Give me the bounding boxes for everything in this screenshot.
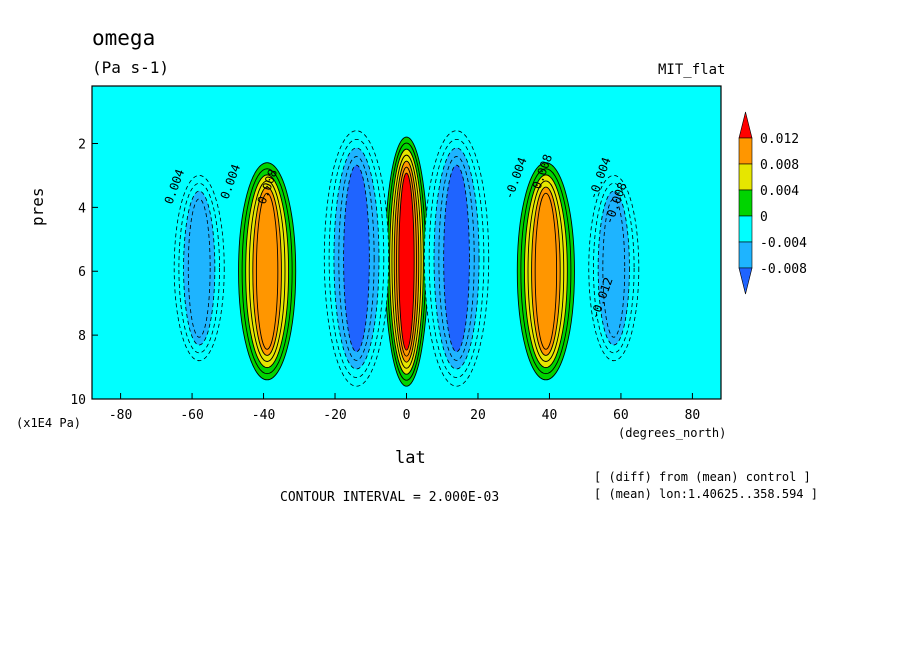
contour-feature-2-level-6 bbox=[534, 192, 558, 350]
contour-feature-5-level-4 bbox=[187, 198, 211, 338]
x-tick-label: 40 bbox=[542, 408, 558, 423]
x-axis-label: lat bbox=[395, 448, 426, 468]
colorbar-label: 0.004 bbox=[760, 184, 799, 199]
colorbar-label: -0.008 bbox=[760, 262, 807, 277]
diff-note: [ (diff) from (mean) control ] bbox=[594, 470, 811, 484]
colorbar-label: 0.008 bbox=[760, 158, 799, 173]
y-tick-label: 8 bbox=[78, 329, 86, 344]
contour-feature-4-level-5 bbox=[443, 164, 470, 353]
contour-field bbox=[92, 86, 721, 399]
contour-feature-0-level-7 bbox=[398, 172, 415, 351]
chart-title: omega bbox=[92, 26, 156, 50]
colorbar-segment bbox=[738, 189, 753, 217]
colorbar-label: 0.012 bbox=[760, 132, 799, 147]
x-tick-label: 80 bbox=[685, 408, 701, 423]
y-tick-label: 4 bbox=[78, 201, 86, 216]
colorbar: 0.012 0.008 0.004 0 -0.004 -0.008 bbox=[738, 111, 807, 295]
colorbar-segment bbox=[738, 215, 753, 243]
x-tick-label: -80 bbox=[109, 408, 132, 423]
contour-feature-3-level-5 bbox=[343, 164, 370, 353]
contour-interval: CONTOUR INTERVAL = 2.000E-03 bbox=[280, 490, 500, 505]
colorbar-bottom-arrow bbox=[738, 267, 753, 295]
colorbar-segment bbox=[738, 241, 753, 269]
colorbar-segment bbox=[738, 137, 753, 165]
x-tick-label: -40 bbox=[252, 408, 275, 423]
x-tick-label: 0 bbox=[403, 408, 411, 423]
y-tick-label: 2 bbox=[78, 137, 86, 152]
colorbar-label: -0.004 bbox=[760, 236, 807, 251]
y-tick-label: 10 bbox=[70, 393, 86, 408]
x-tick-label: 60 bbox=[613, 408, 629, 423]
x-axis-unit: (degrees_north) bbox=[618, 426, 727, 440]
contour-feature-6-level-4 bbox=[602, 198, 626, 338]
experiment-label: MIT_flat bbox=[658, 62, 726, 78]
x-tick-label: 20 bbox=[470, 408, 486, 423]
x-tick-label: -20 bbox=[323, 408, 346, 423]
y-axis-unit: (x1E4 Pa) bbox=[16, 416, 82, 430]
y-axis-ticks: 2 4 6 8 10 bbox=[70, 137, 98, 408]
chart-units: (Pa s-1) bbox=[92, 58, 170, 77]
x-axis-ticks: -80 -60 -40 -20 0 20 40 60 80 bbox=[109, 393, 700, 423]
y-tick-label: 6 bbox=[78, 265, 86, 280]
contour-feature-1-level-6 bbox=[255, 192, 279, 350]
mean-note: [ (mean) lon:1.40625..358.594 ] bbox=[594, 487, 818, 501]
colorbar-top-arrow bbox=[738, 111, 753, 139]
colorbar-segment bbox=[738, 163, 753, 191]
x-tick-label: -60 bbox=[180, 408, 203, 423]
colorbar-label: 0 bbox=[760, 210, 768, 225]
